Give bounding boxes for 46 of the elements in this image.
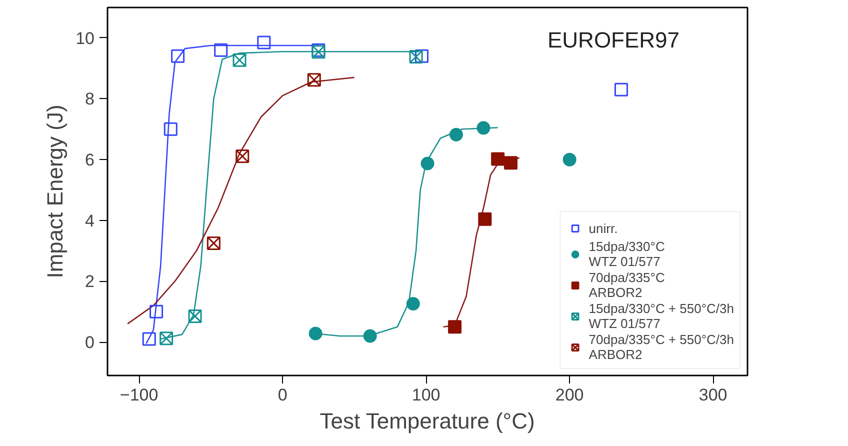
point <box>150 304 164 318</box>
legend-label: 70dpa/335°C + 550°C/3h ARBOR2 <box>588 332 734 362</box>
y-tick-label: 10 <box>76 28 95 48</box>
legend-label: 70dpa/335°C ARBOR2 <box>588 270 665 300</box>
point <box>206 236 220 250</box>
point <box>164 122 178 136</box>
point <box>415 49 429 63</box>
legend-label: 15dpa/330°C + 550°C/3h WTZ 01/577 <box>588 301 734 331</box>
point <box>476 121 490 135</box>
point <box>614 82 628 96</box>
point <box>308 326 322 340</box>
point <box>449 128 463 142</box>
point <box>160 332 174 346</box>
point <box>257 36 271 50</box>
x-tick-label: 300 <box>698 386 728 404</box>
x-tick-label: −100 <box>120 386 158 404</box>
point <box>420 156 434 170</box>
point <box>363 329 377 343</box>
point <box>236 149 250 163</box>
legend-label: 15dpa/330°C WTZ 01/577 <box>588 239 665 269</box>
y-axis-title: Impact Energy (J) <box>42 104 68 278</box>
x-tick-label: 0 <box>278 386 288 404</box>
point <box>142 332 156 346</box>
point <box>307 73 321 87</box>
line-series <box>126 76 355 324</box>
point <box>478 212 492 226</box>
point <box>188 309 202 323</box>
point <box>409 50 423 64</box>
point <box>448 320 462 334</box>
x-tick-label: 200 <box>555 386 584 404</box>
point <box>406 296 420 310</box>
annotation: EUROFER97 <box>548 28 680 52</box>
point <box>232 53 246 67</box>
point <box>214 43 228 57</box>
point <box>491 152 505 166</box>
y-tick-label: 0 <box>85 333 95 352</box>
y-tick-label: 6 <box>85 150 95 170</box>
y-tick-label: 8 <box>85 90 95 109</box>
point <box>171 49 185 63</box>
x-axis-title: Test Temperature (°C) <box>320 408 535 434</box>
point <box>562 152 576 166</box>
y-tick-label: 4 <box>85 211 95 230</box>
y-tick-label: 2 <box>85 272 95 292</box>
legend-label: unirr. <box>588 220 618 236</box>
x-tick-label: 100 <box>412 386 440 404</box>
point <box>504 156 518 170</box>
